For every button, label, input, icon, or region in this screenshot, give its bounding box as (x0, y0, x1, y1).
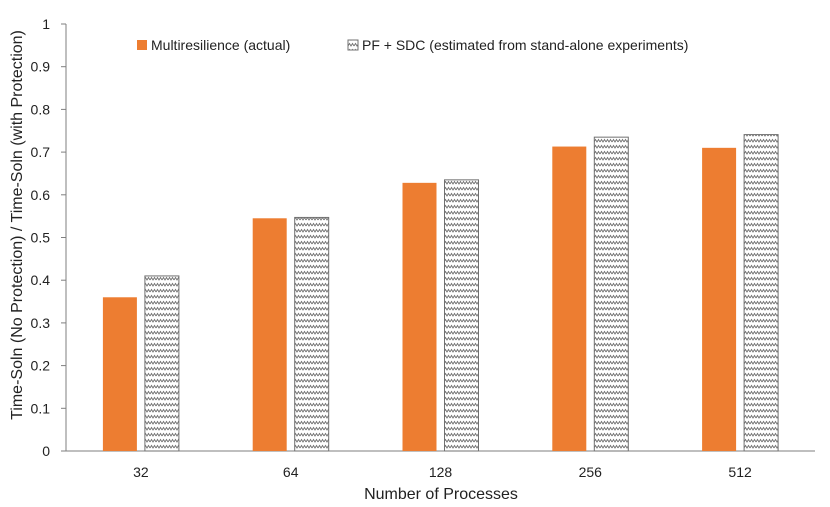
x-tick-label: 32 (133, 464, 149, 480)
x-tick-label: 128 (429, 464, 453, 480)
x-axis-title: Number of Processes (364, 486, 518, 503)
legend: Multiresilience (actual) PF + SDC (estim… (137, 37, 688, 53)
y-tick-label: 0 (42, 443, 50, 459)
y-tick-label: 0.4 (31, 272, 51, 288)
bar-multiresilience-512 (702, 147, 737, 451)
y-tick-label: 1 (42, 16, 50, 32)
plot-area: 0 0.1 0.2 0.3 0.4 0.5 0.6 0.7 0.8 0.9 1 32 64 128 256 5… (31, 16, 815, 480)
bar-pf-sdc-32 (144, 275, 180, 452)
bar-pf-sdc-128 (444, 179, 479, 452)
x-tick-label: 512 (728, 464, 752, 480)
x-tick-label: 64 (283, 464, 299, 480)
bar-pf-sdc-512 (743, 134, 779, 452)
y-axis-title: Time-Soln (No Protection) / Time-Soln (w… (9, 30, 26, 420)
y-tick-label: 0.8 (31, 101, 51, 117)
bar-pf-sdc-256 (593, 136, 629, 452)
y-tick-label: 0.7 (31, 144, 51, 160)
bar-multiresilience-32 (102, 297, 137, 451)
y-tick-label: 0.3 (31, 315, 51, 331)
legend-swatch-pf-sdc (347, 39, 359, 51)
x-tick-label: 256 (579, 464, 603, 480)
y-tick-label: 0.6 (31, 187, 51, 203)
y-tick-label: 0.2 (31, 358, 51, 374)
legend-swatch-multiresilience (137, 40, 147, 50)
legend-label-multiresilience: Multiresilience (actual) (151, 37, 290, 53)
y-tick-label: 0.9 (31, 59, 51, 75)
y-tick-label: 0.1 (31, 400, 51, 416)
bar-multiresilience-256 (552, 146, 587, 451)
bar-multiresilience-64 (252, 218, 287, 451)
bar-pf-sdc-64 (294, 216, 330, 452)
bar-multiresilience-128 (402, 182, 437, 451)
legend-label-pf-sdc: PF + SDC (estimated from stand-alone exp… (362, 37, 688, 53)
y-tick-label: 0.5 (31, 230, 51, 246)
